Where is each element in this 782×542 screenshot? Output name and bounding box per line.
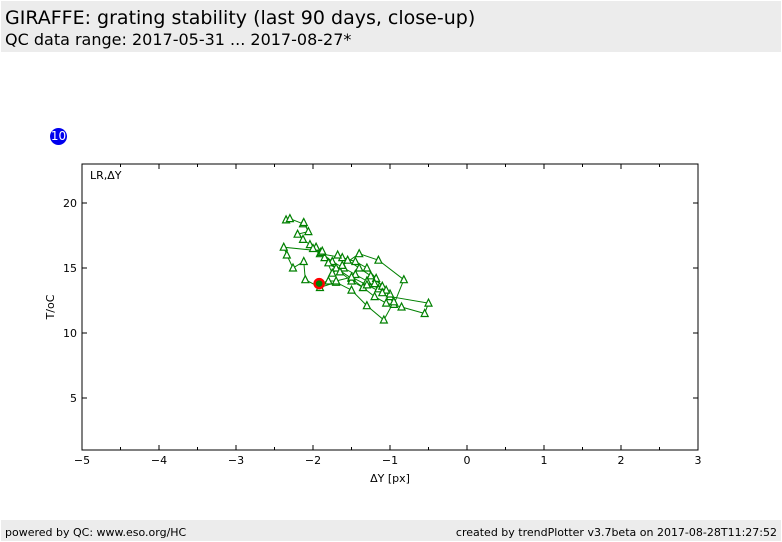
data-point — [320, 252, 330, 262]
data-point — [300, 274, 310, 284]
footer-left: powered by QC: www.eso.org/HC — [5, 526, 187, 539]
plot-number-badge: 10 — [50, 128, 67, 145]
x-tick-label: 0 — [464, 454, 471, 467]
x-tick-label: −4 — [151, 454, 167, 467]
data-point — [299, 217, 309, 227]
data-point — [420, 308, 430, 318]
header-bar: GIRAFFE: grating stability (last 90 days… — [1, 1, 781, 52]
data-point — [288, 262, 298, 272]
data-point — [333, 249, 343, 259]
y-axis-label: T/oC — [44, 294, 57, 320]
page-title: GIRAFFE: grating stability (last 90 days… — [5, 7, 476, 29]
data-point — [317, 245, 327, 255]
data-point — [381, 297, 391, 307]
data-point — [299, 256, 309, 266]
data-point — [362, 300, 372, 310]
y-tick-label: 15 — [63, 262, 77, 275]
data-point — [303, 226, 313, 236]
footer-bar: powered by QC: www.eso.org/HC created by… — [1, 520, 781, 541]
data-point — [335, 266, 345, 276]
data-point — [379, 314, 389, 324]
data-point — [397, 301, 407, 311]
data-point — [298, 234, 308, 243]
highlight-point — [313, 277, 325, 290]
data-point — [282, 249, 292, 259]
page-subtitle: QC data range: 2017-05-31 ... 2017-08-27… — [5, 30, 352, 49]
data-point — [389, 296, 399, 306]
data-point — [347, 271, 356, 281]
data-point — [424, 297, 433, 307]
data-point — [308, 243, 318, 253]
y-tick-label: 20 — [63, 197, 77, 210]
x-tick-label: −1 — [382, 454, 398, 467]
data-point — [323, 275, 333, 285]
data-point — [362, 279, 372, 289]
x-tick-label: −3 — [228, 454, 244, 467]
x-tick-label: 1 — [541, 454, 548, 467]
data-point — [323, 257, 333, 267]
x-tick-label: 2 — [618, 454, 625, 467]
y-tick-label: 5 — [70, 392, 77, 405]
x-tick-label: −5 — [74, 454, 90, 467]
data-point — [381, 284, 391, 294]
data-point — [370, 278, 380, 288]
data-point — [327, 267, 337, 277]
data-point — [331, 262, 341, 272]
footer-right: created by trendPlotter v3.7beta on 2017… — [455, 526, 777, 539]
data-point — [350, 256, 360, 266]
x-tick-label: 3 — [695, 454, 702, 467]
data-point — [354, 262, 364, 272]
x-axis-label: ΔY [px] — [370, 472, 410, 485]
y-tick-label: 10 — [63, 327, 77, 340]
data-point — [373, 254, 383, 264]
data-point — [366, 270, 376, 280]
plot-annotation: LR,ΔY — [90, 169, 122, 182]
data-point — [354, 248, 364, 258]
data-point — [279, 241, 289, 251]
data-point — [285, 213, 295, 223]
data-point — [362, 262, 372, 272]
data-point — [350, 269, 360, 279]
data-point — [293, 228, 303, 238]
data-point — [331, 275, 341, 285]
data-point — [347, 284, 356, 294]
data-point — [399, 274, 409, 284]
data-point — [370, 291, 380, 301]
data-point — [377, 287, 387, 297]
x-tick-label: −2 — [305, 454, 321, 467]
data-point — [337, 260, 347, 269]
data-point — [343, 254, 353, 264]
